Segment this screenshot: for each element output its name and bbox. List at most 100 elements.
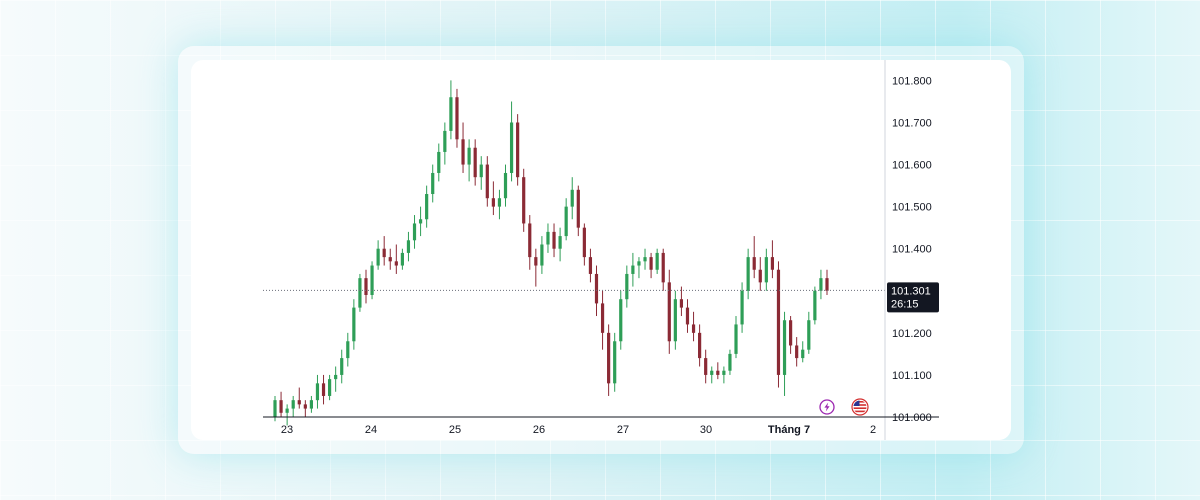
candle-up [400,252,404,266]
current-price-tag: 101.301 26:15 [887,282,939,313]
candle-down [698,332,702,359]
candle-up [801,349,805,359]
candle-up [710,370,714,375]
candle-down [594,273,599,304]
candle-down [388,257,392,262]
candle-down [303,404,307,409]
candle-up [619,299,623,342]
candle-up [340,358,344,375]
chart-card: 101.800 101.700 101.600 101.500 101.400 101.3… [191,60,1011,440]
candle-up [637,261,641,266]
time-tick-label: 23 [281,424,293,436]
price-tick-label: 101.700 [892,117,932,129]
candle-up [309,400,313,409]
candle-up [406,240,411,253]
candle-up [437,151,441,173]
lightning-icon[interactable] [819,399,835,415]
candle-up [509,122,514,173]
price-tick-label: 101.100 [892,370,932,382]
candle-up [376,248,380,266]
candle-up [358,278,362,308]
candle-down [279,400,283,413]
countdown-label: 26:15 [891,298,919,310]
candle-down [588,257,593,274]
candle-down [297,400,301,405]
candle-down [716,370,720,375]
candle-down [679,299,684,308]
candle-up [558,236,562,249]
candle-down [607,332,611,384]
candle-up [813,290,817,321]
candle-down [600,303,605,333]
candle-up [497,198,502,207]
candle-up [722,370,726,375]
time-axis[interactable]: 23 24 25 26 27 30 Tháng 7 2 [281,424,876,436]
candle-down [685,307,690,325]
candle-down [516,122,520,178]
candle-down [789,320,793,346]
candle-up [425,194,429,220]
time-tick-label: 30 [700,424,712,436]
candle-down [770,257,775,270]
time-tick-label: 25 [449,424,461,436]
candle-up [273,400,277,417]
us-flag-icon[interactable] [851,398,869,416]
time-tick-label: 27 [617,424,629,436]
candle-up [479,164,483,178]
price-tick-label: 101.800 [892,75,932,87]
time-tick-label: 26 [533,424,545,436]
candlestick-chart[interactable]: 101.800 101.700 101.600 101.500 101.400 101.3… [191,60,1011,440]
candle-up [728,353,732,371]
candle-down [528,223,532,258]
candle-up [346,341,350,359]
candle-down [485,164,489,199]
candle-up [503,172,508,199]
candle-up [764,257,768,283]
candle-down [704,358,708,375]
candle-up [807,320,811,350]
candle-up [334,374,338,380]
candle-up [370,265,374,295]
candle-up [540,244,544,266]
candle-down [776,269,781,375]
candle-down [394,261,398,266]
price-tick-label: 101.200 [892,328,932,340]
candle-up [746,257,750,291]
candle-up [412,223,417,241]
candle-up [613,341,617,384]
price-tick-label: 101.400 [892,244,932,256]
candle-up [631,265,635,274]
candle-up [625,273,629,300]
candle-down [321,383,326,396]
candle-up [327,379,332,396]
candle-up [418,219,423,224]
candle-up [443,130,447,152]
price-axis[interactable]: 101.800 101.700 101.600 101.500 101.400 101.3… [892,75,932,424]
candle-down [534,257,538,266]
candle-up [546,231,550,245]
candle-down [795,345,799,359]
price-tick-label: 101.600 [892,160,932,172]
candle-up [315,383,320,401]
candle-down [522,177,526,224]
candle-down [461,139,465,165]
candle-down [825,278,829,291]
candle-up [819,278,823,291]
candle-down [382,248,386,258]
candle-up [740,290,744,325]
candle-down [661,252,665,283]
candle-up [655,252,659,270]
candle-up [467,147,471,165]
candle-down [364,278,368,295]
candle-down [649,257,653,270]
candle-up [352,307,356,342]
candle-down [667,282,671,342]
candle-up [673,299,677,342]
time-tick-label: 2 [870,424,876,436]
price-tag-background [887,282,939,313]
candle-down [752,257,756,270]
candle-down [491,198,495,207]
candle-up [643,257,647,262]
candle-down [691,324,696,333]
candle-down [758,269,762,283]
